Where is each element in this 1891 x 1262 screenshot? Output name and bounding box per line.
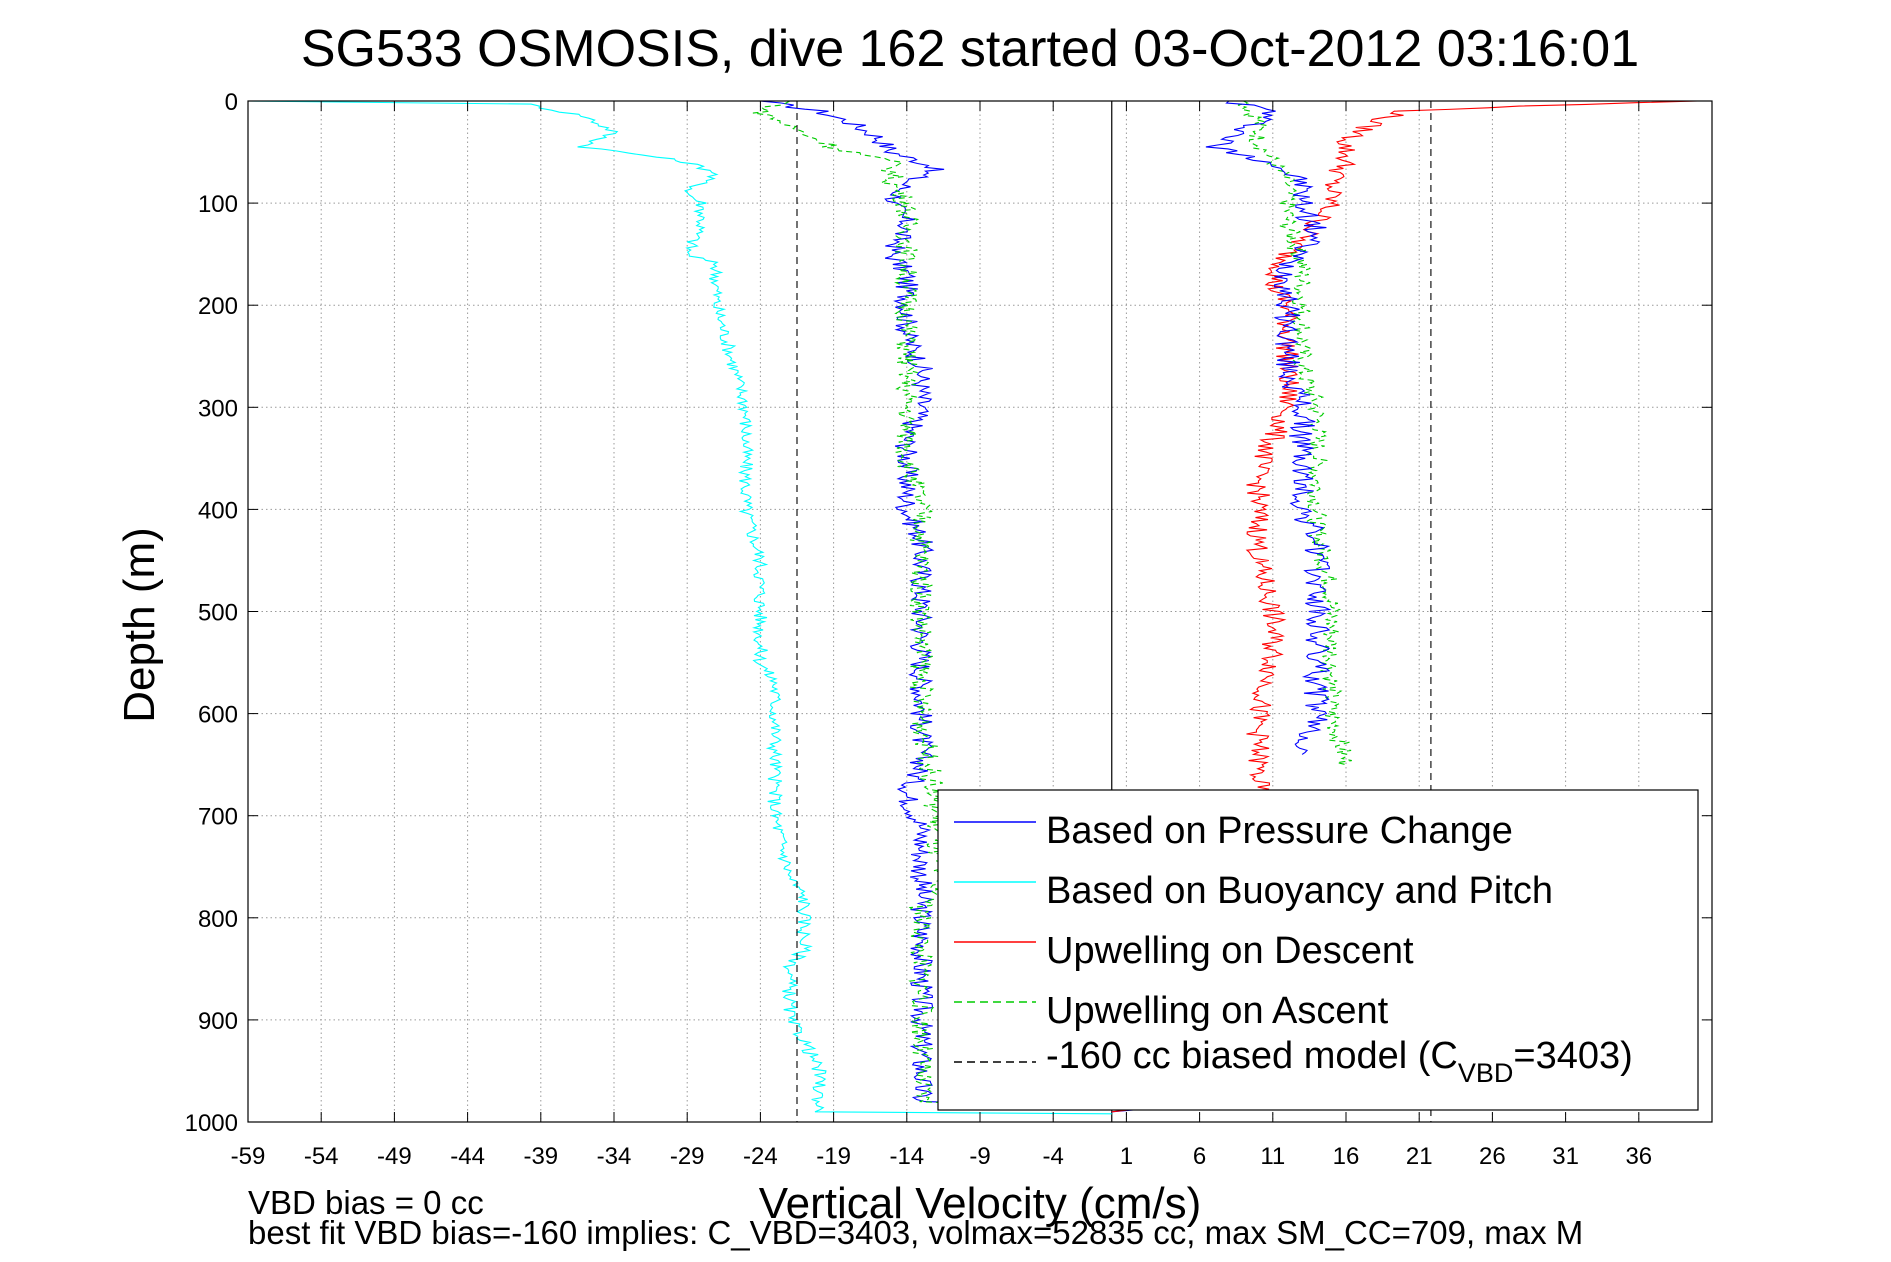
x-tick-label: 26 [1479, 1143, 1506, 1170]
x-tick-label: -9 [969, 1143, 990, 1170]
x-tick-label: -29 [670, 1143, 705, 1170]
x-tick-label: -54 [304, 1143, 339, 1170]
annotation-best-fit: best fit VBD bias=-160 implies: C_VBD=34… [248, 1214, 1583, 1251]
legend-label: Upwelling on Descent [1046, 930, 1414, 972]
x-tick-label: -44 [450, 1143, 485, 1170]
y-axis-ticks: 0 100 200 300 400 500 600 700 800 900 1000 [185, 89, 1712, 1137]
legend-item-pressure-change: Based on Pressure Change [954, 810, 1513, 852]
x-axis-ticks: -59 -54 -49 -44 -39 -34 -29 -24 -19 -14 -9 -4 1 6 11 16… [231, 101, 1652, 1170]
y-tick-label: 500 [198, 600, 238, 627]
x-tick-label: -34 [597, 1143, 632, 1170]
y-tick-label: 800 [198, 906, 238, 933]
y-tick-label: 900 [198, 1008, 238, 1035]
x-tick-label: 36 [1625, 1143, 1652, 1170]
series-pressure-change-secondary [1205, 100, 1332, 755]
x-tick-label: -14 [889, 1143, 924, 1170]
x-tick-label: -49 [377, 1143, 412, 1170]
x-tick-label: 21 [1406, 1143, 1433, 1170]
legend-label: Based on Buoyancy and Pitch [1046, 870, 1553, 912]
legend-label: Upwelling on Ascent [1046, 990, 1389, 1032]
x-axis-label: Vertical Velocity (cm/s) [759, 1179, 1202, 1228]
x-tick-label: -24 [743, 1143, 778, 1170]
x-tick-label: 11 [1260, 1143, 1285, 1170]
y-tick-label: 700 [198, 804, 238, 831]
y-tick-label: 300 [198, 395, 238, 422]
series-upwelling-ascent [752, 100, 1317, 1111]
legend-item-biased-model: -160 cc biased model (CVBD=3403) [954, 1035, 1633, 1088]
x-tick-label: 31 [1552, 1143, 1579, 1170]
x-tick-label: -4 [1043, 1143, 1064, 1170]
x-tick-label: -19 [816, 1143, 851, 1170]
legend-item-upwelling-ascent: Upwelling on Ascent [954, 990, 1389, 1032]
legend-item-upwelling-descent: Upwelling on Descent [954, 930, 1414, 972]
y-tick-label: 0 [225, 89, 238, 116]
legend-item-buoyancy-pitch: Based on Buoyancy and Pitch [954, 870, 1553, 912]
series-buoyancy-pitch [247, 100, 1112, 1115]
x-tick-label: 1 [1120, 1143, 1133, 1170]
y-axis-label: Depth (m) [115, 527, 164, 723]
y-tick-label: 1000 [185, 1110, 238, 1137]
legend-label: -160 cc biased model (CVBD=3403) [1046, 1035, 1633, 1088]
legend: Based on Pressure Change Based on Buoyan… [937, 789, 1699, 1111]
x-tick-label: -59 [231, 1143, 266, 1170]
series-layer [247, 100, 1698, 1122]
annotation-vbd-bias: VBD bias = 0 cc [248, 1184, 484, 1221]
y-tick-label: 600 [198, 702, 238, 729]
legend-label: Based on Pressure Change [1046, 810, 1513, 852]
chart-title: SG533 OSMOSIS, dive 162 started 03-Oct-2… [301, 20, 1639, 78]
y-tick-label: 400 [198, 497, 238, 524]
legend-box [937, 789, 1699, 1111]
y-tick-label: 200 [198, 293, 238, 320]
x-tick-label: 6 [1193, 1143, 1206, 1170]
x-tick-label: -39 [523, 1143, 558, 1170]
y-tick-label: 100 [198, 191, 238, 218]
x-tick-label: 16 [1333, 1143, 1360, 1170]
series-upwelling-ascent-secondary [1237, 100, 1352, 766]
